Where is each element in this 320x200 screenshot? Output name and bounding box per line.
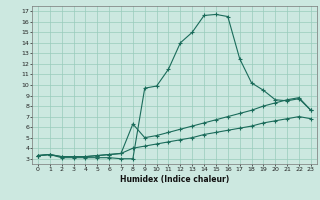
- X-axis label: Humidex (Indice chaleur): Humidex (Indice chaleur): [120, 175, 229, 184]
